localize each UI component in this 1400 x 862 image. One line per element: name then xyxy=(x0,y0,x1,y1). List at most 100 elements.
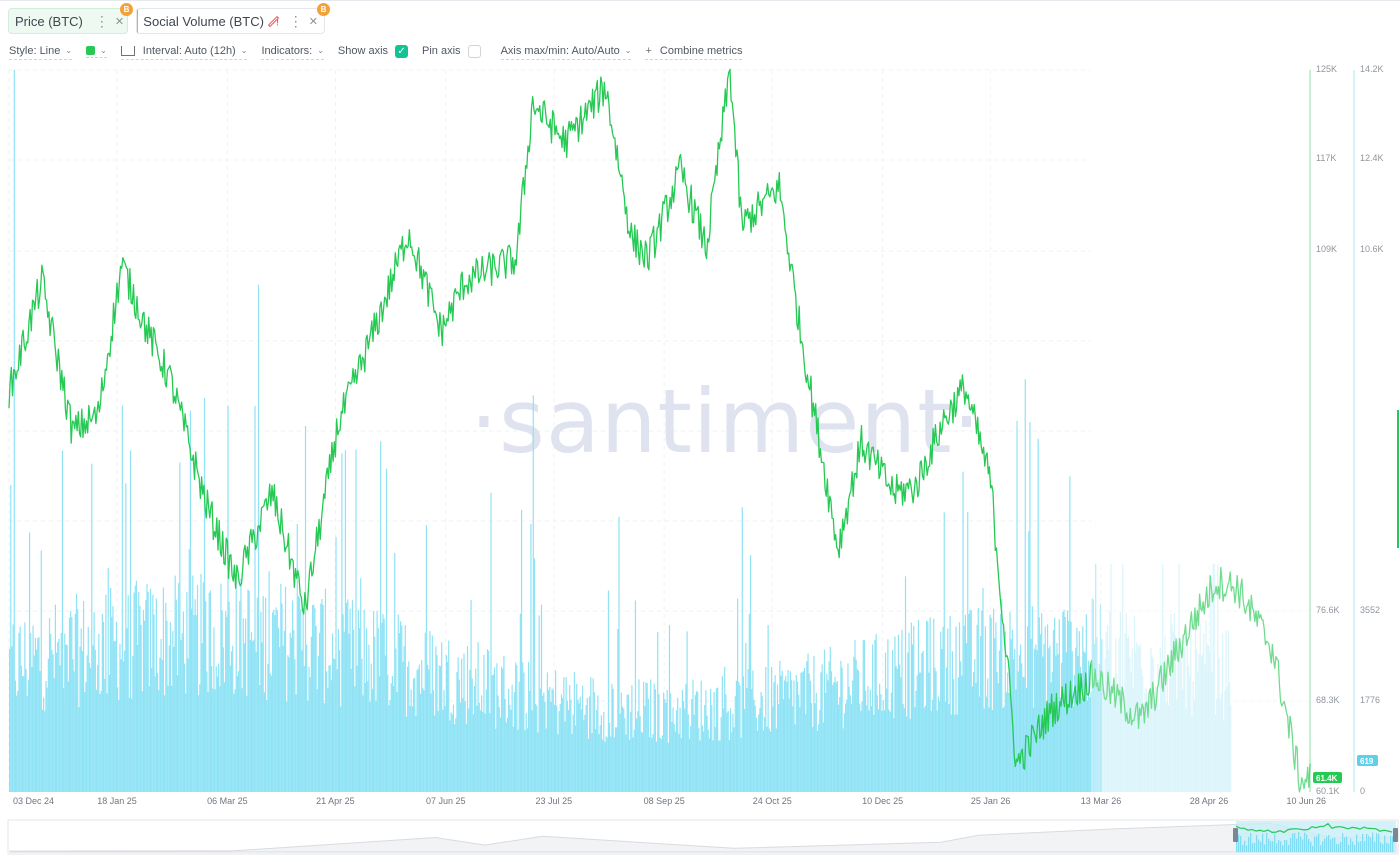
social-volume-bar xyxy=(207,692,209,792)
social-volume-bar xyxy=(633,729,635,792)
social-volume-bar xyxy=(567,709,570,792)
social-volume-bar xyxy=(216,676,219,792)
axis-maxmin-dropdown[interactable]: Axis max/min: Auto/Auto ⌄ xyxy=(500,45,632,60)
social-volume-bar xyxy=(1037,438,1039,792)
social-volume-bar xyxy=(700,680,702,792)
social-volume-bar xyxy=(960,661,962,792)
social-volume-bar xyxy=(356,665,358,792)
social-volume-bar xyxy=(850,703,853,792)
social-volume-bar xyxy=(592,678,594,792)
social-volume-bar xyxy=(321,599,323,792)
social-volume-bar xyxy=(1017,671,1019,792)
show-axis-toggle[interactable]: Show axis ✓ xyxy=(338,44,409,60)
social-volume-bar xyxy=(165,602,167,792)
social-volume-bar xyxy=(370,663,372,792)
social-volume-bar xyxy=(415,715,417,792)
social-volume-bar xyxy=(389,700,391,792)
social-volume-bar xyxy=(791,680,793,792)
social-volume-bar xyxy=(154,676,156,792)
social-volume-bar xyxy=(188,549,190,792)
social-volume-bar xyxy=(468,708,470,792)
navigator-bar xyxy=(1308,839,1310,852)
pin-axis-checkbox[interactable] xyxy=(467,44,481,58)
social-volume-bar xyxy=(1230,705,1232,792)
social-volume-bar xyxy=(95,689,98,792)
navigator-bar xyxy=(1370,837,1372,852)
social-volume-bar xyxy=(113,641,115,792)
social-volume-bar xyxy=(697,691,699,792)
navigator-handle-left[interactable] xyxy=(1233,828,1238,842)
social-volume-bar xyxy=(492,674,494,792)
social-volume-bar xyxy=(738,682,740,792)
social-volume-bar xyxy=(923,707,925,792)
metric-label: Price (BTC) xyxy=(15,13,83,29)
close-icon[interactable]: ✕ xyxy=(308,15,318,28)
color-dropdown[interactable]: ⌄ xyxy=(86,46,107,58)
social-volume-bar xyxy=(40,550,42,792)
social-volume-bar xyxy=(129,450,132,792)
check-icon[interactable]: ✓ xyxy=(395,44,409,58)
social-volume-bar xyxy=(401,625,403,792)
social-volume-bar xyxy=(788,698,790,792)
social-volume-bar xyxy=(380,441,382,792)
social-volume-bar xyxy=(171,685,173,792)
social-volume-bar xyxy=(1199,624,1201,792)
social-volume-bar xyxy=(847,663,849,792)
metric-pill-price[interactable]: Price (BTC) ⋮ ✕ B xyxy=(8,3,133,34)
pin-axis-label: Pin axis xyxy=(422,45,461,57)
social-volume-bar xyxy=(508,688,510,792)
social-volume-bar xyxy=(654,689,656,792)
social-volume-bar xyxy=(407,666,409,792)
social-volume-bar xyxy=(706,715,708,792)
metric-pill-social-volume[interactable]: Social Volume (BTC) ! ⋮ ✕ B xyxy=(136,3,330,34)
social-volume-bar xyxy=(628,739,631,792)
social-volume-bar xyxy=(627,694,629,792)
close-icon[interactable]: ✕ xyxy=(114,15,125,28)
social-volume-bar xyxy=(500,666,503,792)
social-volume-bar xyxy=(409,705,411,792)
social-volume-bar xyxy=(213,627,215,792)
combine-metrics-button[interactable]: + Combine metrics xyxy=(645,45,743,60)
social-volume-bar xyxy=(462,698,464,792)
social-volume-bar xyxy=(300,609,302,792)
social-volume-bar xyxy=(465,723,467,792)
social-volume-bar xyxy=(825,692,827,792)
social-volume-bar xyxy=(1165,702,1167,792)
social-volume-bar xyxy=(273,609,275,792)
social-volume-bar xyxy=(934,667,936,792)
social-volume-bar xyxy=(591,733,593,792)
social-volume-bar xyxy=(1090,692,1092,792)
social-volume-bar xyxy=(823,649,826,792)
social-volume-bar xyxy=(179,462,181,792)
social-volume-bar xyxy=(1092,599,1094,792)
social-volume-bar xyxy=(555,670,557,792)
social-volume-bar xyxy=(698,728,700,792)
navigator-handle-right[interactable] xyxy=(1393,828,1398,842)
social-volume-bar xyxy=(691,699,693,792)
navigator[interactable] xyxy=(7,819,1399,855)
social-volume-bar xyxy=(333,658,335,792)
social-volume-bar xyxy=(1209,651,1211,792)
navigator-bar xyxy=(1302,839,1304,852)
social-volume-bar xyxy=(367,681,369,792)
style-dropdown[interactable]: Style: Line ⌄ xyxy=(9,45,73,60)
social-volume-bar xyxy=(182,611,184,792)
pin-axis-toggle[interactable]: Pin axis xyxy=(422,44,481,60)
social-volume-bar xyxy=(475,668,477,792)
social-volume-bar xyxy=(144,620,146,792)
social-volume-bar xyxy=(479,710,482,792)
social-volume-bar xyxy=(1179,642,1181,792)
navigator-bar xyxy=(1236,833,1238,852)
social-volume-bar xyxy=(147,591,149,792)
social-volume-bar xyxy=(30,633,32,792)
social-volume-bar xyxy=(673,724,675,792)
indicators-dropdown[interactable]: Indicators: ⌄ xyxy=(261,45,324,60)
social-volume-bar xyxy=(496,663,498,792)
social-volume-bar xyxy=(745,643,747,792)
social-volume-bar xyxy=(565,677,567,792)
interval-dropdown[interactable]: Interval: Auto (12h) ⌄ xyxy=(120,45,248,60)
social-volume-bar xyxy=(895,666,897,792)
social-volume-bar xyxy=(478,702,480,792)
social-volume-bar xyxy=(671,721,673,792)
